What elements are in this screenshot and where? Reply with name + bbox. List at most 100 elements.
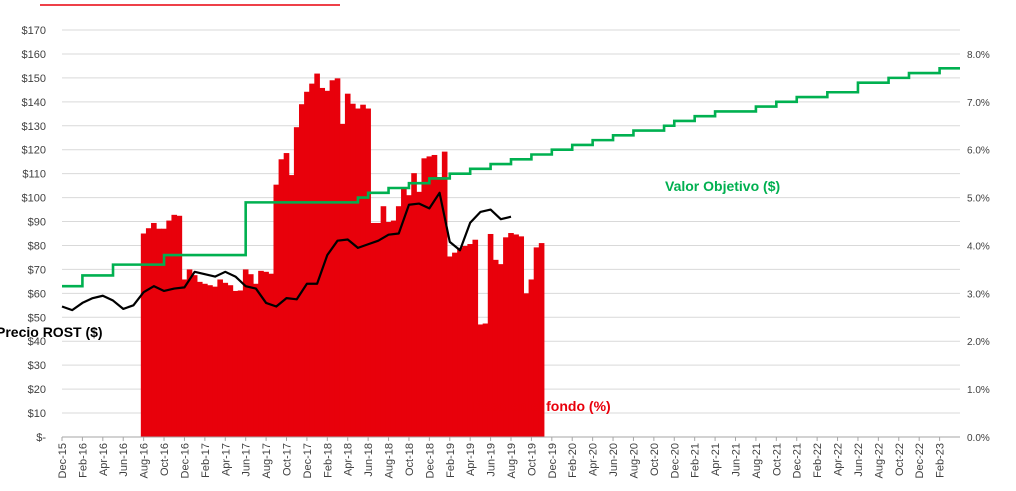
weight-bar (191, 275, 198, 437)
y-left-tick-label: $80 (28, 240, 46, 252)
y-left-tick-label: $90 (28, 217, 46, 229)
weight-bar (273, 184, 280, 437)
weight-bar (436, 177, 443, 437)
y-left-tick-label: $120 (22, 145, 46, 157)
weight-bar (446, 256, 453, 437)
x-tick-label: Dec-19 (547, 443, 559, 478)
x-tick-label: Apr-20 (588, 443, 600, 476)
weight-bar (293, 127, 300, 437)
x-tick-label: Jun-18 (363, 443, 375, 477)
y-left-tick-label: $110 (22, 169, 46, 181)
weight-bar (457, 247, 463, 437)
target-series-label: Valor Objetivo ($) (665, 178, 780, 194)
weight-bar (268, 273, 274, 437)
weight-bar (161, 228, 167, 437)
y-left-tick-label: $70 (28, 264, 46, 276)
weight-bar (395, 206, 402, 437)
weight-bar (487, 233, 494, 437)
x-tick-label: Oct-17 (282, 443, 294, 476)
y-right-tick-label: 1.0% (967, 385, 990, 396)
x-tick-label: Dec-20 (669, 443, 681, 478)
weight-bar (324, 90, 331, 437)
y-right-tick-label: 4.0% (967, 241, 990, 252)
x-tick-label: Dec-22 (914, 443, 926, 478)
x-tick-label: Jun-16 (118, 443, 130, 477)
weight-bar (278, 159, 285, 437)
weight-bar (518, 236, 525, 437)
weight-bar (304, 91, 310, 438)
weight-bar (263, 271, 269, 437)
weight-bar (258, 270, 264, 437)
weight-bar (237, 290, 244, 437)
weight-bar (416, 191, 422, 437)
x-tick-label: Apr-17 (220, 443, 232, 476)
price-line (61, 191, 512, 312)
weight-bar (401, 188, 407, 437)
weight-bar (140, 233, 147, 437)
x-tick-label: Feb-19 (445, 443, 457, 478)
weight-bar (202, 283, 208, 437)
y-left-tick-label: $140 (22, 97, 46, 109)
x-tick-label: Apr-21 (710, 443, 722, 476)
weight-bar (528, 279, 535, 437)
weight-bar (375, 222, 382, 437)
y-left-tick-label: $130 (22, 121, 46, 133)
y-right-tick-label: 6.0% (967, 146, 990, 157)
weight-bar (467, 244, 473, 437)
x-tick-label: Feb-18 (322, 443, 334, 478)
weight-bar (411, 173, 417, 438)
weight-bar (339, 123, 346, 437)
weight-bar (508, 233, 514, 437)
x-tick-label: Aug-18 (384, 443, 396, 478)
weight-bar (390, 220, 397, 437)
y-left-tick-label: $20 (28, 384, 46, 396)
x-tick-label: Aug-17 (261, 443, 273, 478)
weight-bar (186, 269, 193, 437)
weight-bar (329, 80, 336, 437)
y-right-tick-label: 0.0% (967, 433, 990, 444)
weight-bar (181, 279, 188, 437)
weight-bar (299, 104, 305, 437)
x-tick-label: Oct-22 (894, 443, 906, 476)
weight-bar (166, 220, 172, 437)
y-left-tick-label: $160 (22, 49, 46, 61)
weight-bar (513, 234, 519, 437)
weight-bar (227, 285, 234, 437)
x-tick-label: Feb-16 (77, 443, 89, 478)
x-tick-label: Feb-21 (690, 443, 702, 478)
x-tick-label: Dec-18 (424, 443, 436, 478)
x-tick-label: Aug-19 (506, 443, 518, 478)
weight-bar (196, 281, 203, 437)
y-left-tick-label: $40 (28, 336, 46, 348)
target-value-line (62, 67, 960, 288)
x-tick-label: Aug-16 (139, 443, 151, 478)
weight-bar (523, 293, 530, 437)
weight-bar (319, 87, 326, 437)
y-left-tick-label: $30 (28, 360, 46, 372)
x-tick-label: Jun-21 (731, 443, 743, 477)
weight-bar (482, 323, 489, 437)
x-tick-label: Oct-16 (159, 443, 171, 476)
x-tick-label: Dec-16 (179, 443, 191, 478)
y-right-tick-label: 5.0% (967, 194, 990, 205)
weight-bar (477, 324, 484, 437)
weight-bar (380, 206, 387, 437)
x-tick-label: Oct-18 (404, 443, 416, 476)
weight-bar (492, 259, 499, 437)
x-tick-label: Aug-22 (873, 443, 885, 478)
weight-bar (462, 245, 468, 437)
weight-bar (472, 239, 479, 437)
weight-bar (288, 175, 295, 437)
x-tick-label: Feb-22 (812, 443, 824, 478)
x-tick-label: Apr-19 (465, 443, 477, 476)
y-left-tick-label: $50 (28, 312, 46, 324)
weight-bar (426, 156, 433, 437)
x-tick-label: Feb-17 (200, 443, 212, 478)
weight-bar (207, 285, 213, 437)
weight-bar (171, 214, 178, 437)
weight-bar (385, 222, 392, 437)
weight-bar (247, 274, 254, 437)
x-tick-label: Aug-20 (628, 443, 640, 478)
weight-bar (344, 93, 351, 438)
